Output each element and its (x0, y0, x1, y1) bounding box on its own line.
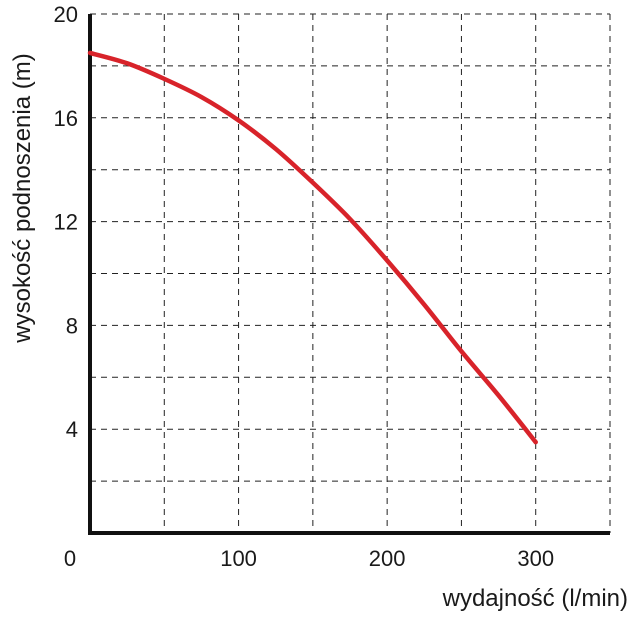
tick-labels: 0 100 200 300 4 8 12 16 20 (54, 2, 555, 571)
y-tick-label: 8 (66, 313, 78, 338)
y-tick-label: 16 (54, 106, 78, 131)
x-tick-label: 300 (517, 546, 554, 571)
series-layer (87, 50, 538, 445)
x-tick-label: 100 (220, 546, 257, 571)
y-tick-label: 12 (54, 210, 78, 235)
x-tick-label: 200 (369, 546, 406, 571)
x-tick-label: 0 (64, 546, 76, 571)
axes (88, 14, 610, 535)
grid (90, 13, 611, 533)
y-axis-title: wysokość podnoszenia (m) (9, 53, 36, 343)
y-tick-label: 4 (66, 417, 78, 442)
x-axis-title: wydajność (l/min) (442, 585, 628, 612)
y-tick-label: 20 (54, 2, 78, 27)
series-line-0 (87, 50, 538, 445)
